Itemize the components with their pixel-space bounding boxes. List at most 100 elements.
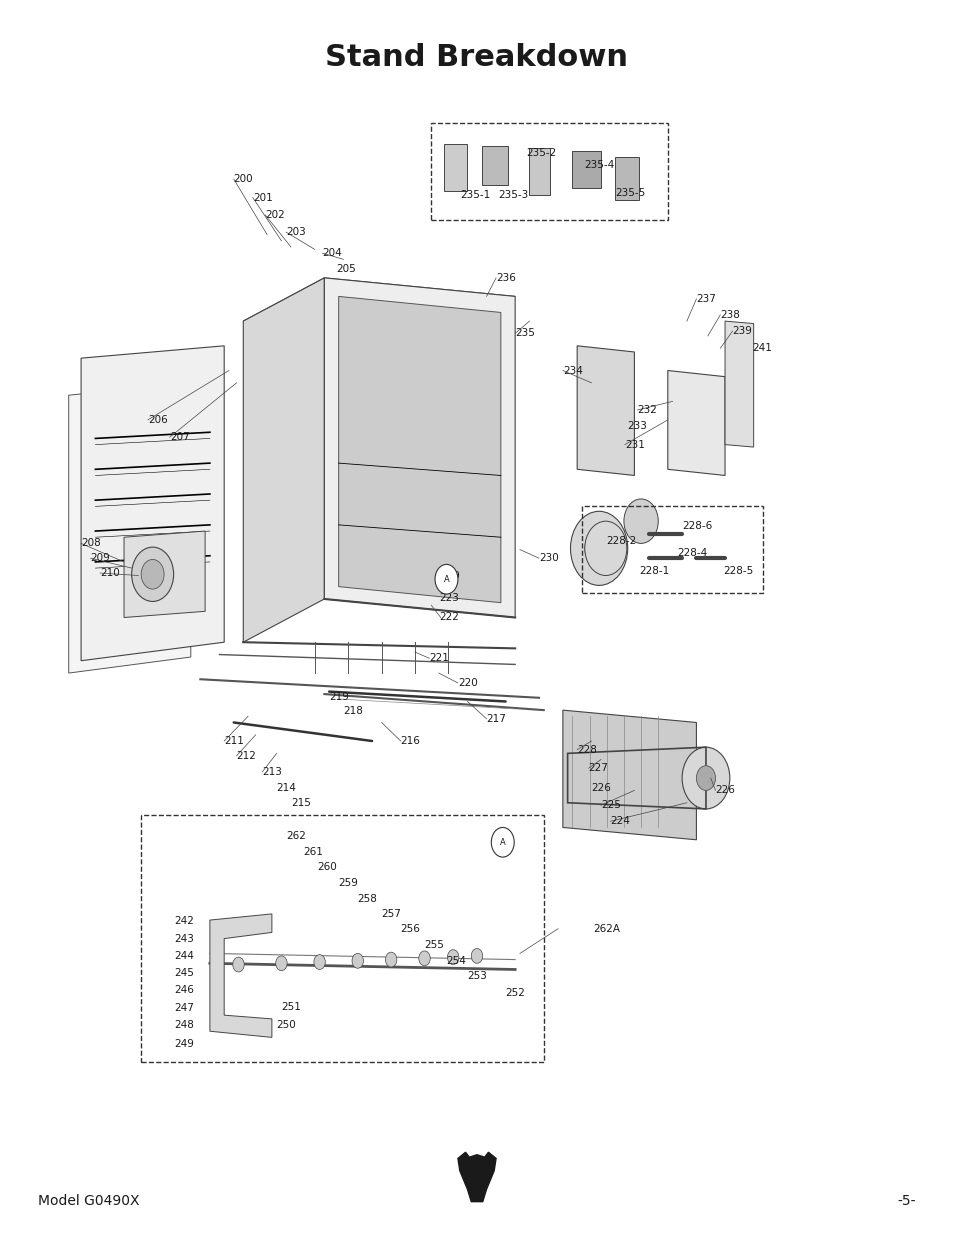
Text: 210: 210 [100, 568, 120, 578]
Text: 233: 233 [626, 421, 646, 431]
Polygon shape [124, 531, 205, 618]
Text: 218: 218 [343, 706, 363, 716]
Polygon shape [243, 278, 324, 642]
Circle shape [681, 747, 729, 809]
Text: 247: 247 [174, 1003, 194, 1013]
Text: 220: 220 [457, 678, 477, 688]
Text: 257: 257 [381, 909, 401, 919]
Text: 228-1: 228-1 [639, 566, 669, 576]
Text: 226: 226 [591, 783, 611, 793]
Text: 254: 254 [446, 956, 466, 966]
Text: 224: 224 [610, 816, 630, 826]
Text: 243: 243 [174, 934, 194, 944]
Text: 256: 256 [400, 924, 420, 934]
Text: 246: 246 [174, 986, 194, 995]
Text: 216: 216 [400, 736, 420, 746]
Text: 236: 236 [496, 273, 516, 283]
Text: 226: 226 [715, 785, 735, 795]
Circle shape [447, 950, 458, 965]
Text: 248: 248 [174, 1020, 194, 1030]
Text: 230: 230 [538, 553, 558, 563]
Polygon shape [562, 710, 696, 840]
Text: 255: 255 [424, 940, 444, 950]
Circle shape [570, 511, 627, 585]
Polygon shape [338, 296, 500, 603]
Text: 242: 242 [174, 916, 194, 926]
Text: 211: 211 [224, 736, 244, 746]
Text: Stand Breakdown: Stand Breakdown [325, 43, 628, 72]
Text: 228-2: 228-2 [605, 536, 636, 546]
Text: 215: 215 [291, 798, 311, 808]
Text: 249: 249 [174, 1039, 194, 1049]
Text: 235-1: 235-1 [459, 190, 490, 200]
Text: A: A [499, 837, 505, 847]
Text: 200: 200 [233, 174, 253, 184]
Text: 251: 251 [281, 1002, 301, 1011]
Circle shape [314, 955, 325, 969]
Circle shape [418, 951, 430, 966]
Polygon shape [324, 278, 515, 618]
Circle shape [584, 521, 626, 576]
Text: 214: 214 [276, 783, 296, 793]
Circle shape [352, 953, 363, 968]
Polygon shape [577, 346, 634, 475]
Text: 235-4: 235-4 [583, 161, 614, 170]
Bar [481, 146, 508, 185]
Circle shape [132, 547, 173, 601]
Text: 213: 213 [262, 767, 282, 777]
Text: 261: 261 [303, 847, 323, 857]
Text: 202: 202 [265, 210, 285, 220]
Text: -5-: -5- [897, 1194, 915, 1208]
Circle shape [435, 564, 457, 594]
Text: 229: 229 [440, 571, 460, 580]
Text: 222: 222 [438, 613, 458, 622]
Circle shape [623, 499, 658, 543]
Bar [581, 506, 762, 593]
Text: 223: 223 [438, 593, 458, 603]
Text: 208: 208 [81, 538, 101, 548]
Text: 227: 227 [588, 763, 608, 773]
Polygon shape [243, 278, 515, 340]
Circle shape [233, 957, 244, 972]
Polygon shape [457, 1152, 496, 1202]
Text: 252: 252 [505, 988, 525, 998]
Bar [141, 815, 543, 1062]
Text: 228: 228 [577, 745, 597, 755]
Circle shape [491, 827, 514, 857]
Text: 219: 219 [329, 692, 349, 701]
Text: 235-5: 235-5 [615, 188, 645, 198]
Text: A: A [443, 574, 449, 584]
Bar [615, 157, 639, 200]
Text: 260: 260 [317, 862, 337, 872]
Circle shape [471, 948, 482, 963]
Text: 203: 203 [286, 227, 306, 237]
Text: 209: 209 [91, 553, 111, 563]
Polygon shape [724, 321, 753, 447]
Text: 250: 250 [276, 1020, 296, 1030]
Text: 238: 238 [720, 310, 740, 320]
Text: 206: 206 [148, 415, 168, 425]
Text: 221: 221 [429, 653, 449, 663]
Circle shape [275, 956, 287, 971]
Circle shape [385, 952, 396, 967]
Circle shape [584, 530, 613, 567]
Polygon shape [69, 383, 191, 673]
Text: 217: 217 [486, 714, 506, 724]
Text: 204: 204 [322, 248, 342, 258]
Circle shape [141, 559, 164, 589]
Bar [529, 148, 550, 195]
Text: 212: 212 [236, 751, 256, 761]
Text: 258: 258 [357, 894, 377, 904]
Text: Model G0490X: Model G0490X [38, 1194, 139, 1208]
Text: 262A: 262A [593, 924, 619, 934]
Bar [572, 151, 600, 188]
Text: 235: 235 [515, 329, 535, 338]
Text: 245: 245 [174, 968, 194, 978]
Text: 235-3: 235-3 [497, 190, 528, 200]
Text: 207: 207 [170, 432, 190, 442]
Text: 253: 253 [467, 971, 487, 981]
Text: 225: 225 [600, 800, 620, 810]
Text: 235-2: 235-2 [526, 148, 557, 158]
Text: 201: 201 [253, 193, 273, 203]
Text: 205: 205 [335, 264, 355, 274]
